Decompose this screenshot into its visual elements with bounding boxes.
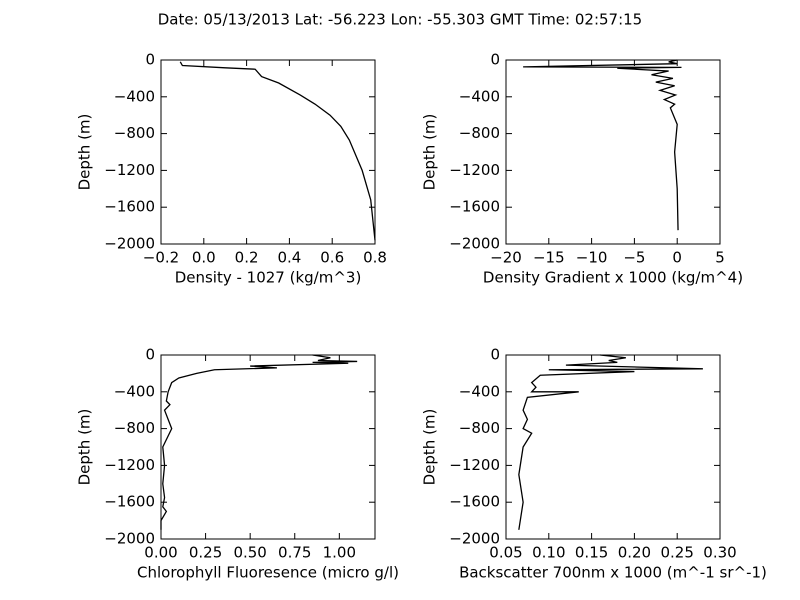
x-tick-label: 0.25 (660, 544, 693, 562)
x-tick-label: 1.00 (323, 544, 356, 562)
x-axis-label: Density - 1027 (kg/m^3) (175, 269, 362, 287)
y-axis-label: Depth (m) (421, 409, 439, 486)
y-tick-label: −1600 (104, 198, 155, 216)
y-tick-label: −800 (114, 124, 155, 142)
y-tick-label: 0 (490, 346, 500, 364)
y-tick-label: −2000 (104, 235, 155, 253)
y-tick-label: 0 (145, 346, 155, 364)
x-tick-label: 0.30 (703, 544, 736, 562)
y-tick-label: −800 (459, 419, 500, 437)
x-tick-label: 0.20 (618, 544, 651, 562)
x-tick-label: 0.05 (489, 544, 522, 562)
y-tick-label: −400 (114, 87, 155, 105)
y-tick-label: −1200 (449, 456, 500, 474)
x-tick-label: 0.15 (575, 544, 608, 562)
x-tick-label: 0.0 (192, 249, 216, 267)
x-tick-label: 0.4 (277, 249, 301, 267)
y-axis-label: Depth (m) (421, 114, 439, 191)
x-tick-label: 5 (715, 249, 725, 267)
x-tick-label: −20 (490, 249, 522, 267)
figure-title: Date: 05/13/2013 Lat: -56.223 Lon: -55.3… (158, 11, 642, 29)
axes-frame (160, 354, 376, 540)
x-tick-label: −10 (576, 249, 608, 267)
x-tick-label: −0.2 (143, 249, 179, 267)
y-axis-label: Depth (m) (76, 114, 94, 191)
x-tick-label: 0.00 (144, 544, 177, 562)
y-tick-label: −1200 (449, 161, 500, 179)
axes-frame (160, 59, 376, 245)
y-tick-label: −800 (459, 124, 500, 142)
x-tick-label: 0.25 (189, 544, 222, 562)
y-tick-label: −400 (459, 87, 500, 105)
y-tick-label: −1600 (449, 198, 500, 216)
x-tick-label: 0.75 (278, 544, 311, 562)
y-tick-label: 0 (145, 51, 155, 69)
x-axis-label: Backscatter 700nm x 1000 (m^-1 sr^-1) (459, 564, 767, 582)
axes-frame (505, 59, 721, 245)
x-axis-label: Density Gradient x 1000 (kg/m^4) (483, 269, 743, 287)
x-axis-label: Chlorophyll Fluoresence (micro g/l) (137, 564, 399, 582)
y-tick-label: 0 (490, 51, 500, 69)
x-tick-label: −15 (533, 249, 565, 267)
axes-frame (505, 354, 721, 540)
y-tick-label: −2000 (449, 530, 500, 548)
y-tick-label: −1600 (449, 493, 500, 511)
x-tick-label: 0.50 (233, 544, 266, 562)
y-tick-label: −1200 (104, 161, 155, 179)
y-tick-label: −800 (114, 419, 155, 437)
x-tick-label: −5 (623, 249, 645, 267)
y-tick-label: −400 (459, 382, 500, 400)
y-tick-label: −2000 (449, 235, 500, 253)
x-tick-label: 0 (672, 249, 682, 267)
x-tick-label: 0.10 (532, 544, 565, 562)
profile-line (160, 354, 358, 530)
y-axis-label: Depth (m) (76, 409, 94, 486)
profile-line (179, 61, 376, 241)
y-tick-label: −2000 (104, 530, 155, 548)
x-tick-label: 0.6 (320, 249, 344, 267)
y-tick-label: −1200 (104, 456, 155, 474)
profile-line (518, 354, 703, 530)
y-tick-label: −400 (114, 382, 155, 400)
y-tick-label: −1600 (104, 493, 155, 511)
profile-line (523, 59, 682, 231)
x-tick-label: 0.2 (235, 249, 259, 267)
x-tick-label: 0.8 (363, 249, 387, 267)
